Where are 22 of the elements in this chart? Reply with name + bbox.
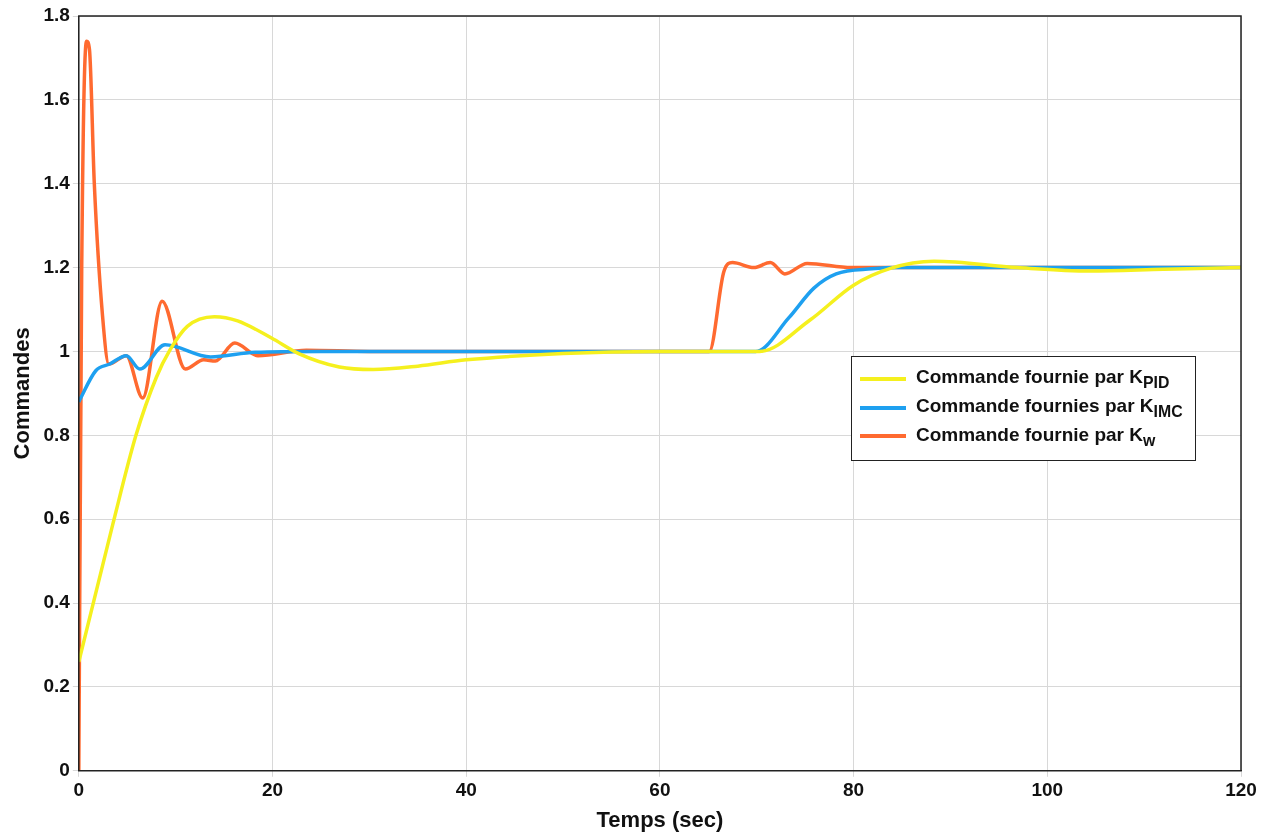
y-tick-label: 0.2 [43,675,70,697]
x-tick-label: 20 [261,779,284,801]
legend-label: Commande fournie par K$_{w}$ [916,423,1156,450]
y-tick-label: 0.8 [43,423,70,445]
x-tick-label: 100 [1031,779,1064,801]
y-tick-label: 1.4 [43,171,71,193]
y-tick-label: 0 [59,759,70,781]
x-tick-label: 60 [649,779,671,801]
y-tick-label: 0.4 [43,591,71,613]
y-tick-label: 1.6 [43,88,70,110]
y-tick-label: 1.2 [43,255,70,277]
legend-label: Commande fournies par K$_{IMC}$ [916,394,1183,421]
legend-label: Commande fournie par K$_{PID}$ [916,365,1170,392]
x-tick-label: 0 [73,779,85,801]
y-tick-label: 1.8 [43,4,70,26]
y-tick-label: 0.6 [43,507,70,529]
x-axis-title: Temps (sec) [596,806,724,832]
x-tick-label: 40 [455,779,477,801]
x-tick-label: 80 [843,779,865,801]
y-tick-label: 1 [59,339,71,361]
x-tick-label: 120 [1225,779,1257,801]
y-axis-title: Commandes [9,327,35,460]
